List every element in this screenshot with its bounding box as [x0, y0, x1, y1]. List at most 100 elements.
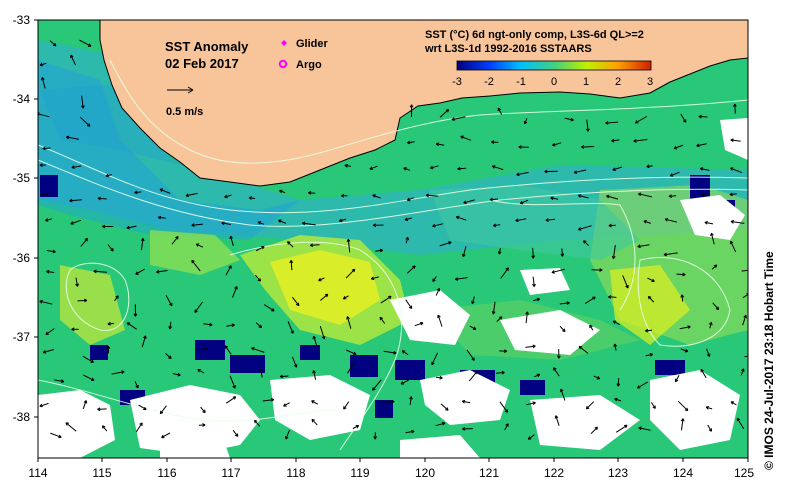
current-arrow — [221, 222, 231, 225]
plot-area — [38, 20, 748, 458]
current-arrow-head — [461, 399, 466, 404]
velocity-scale: 0.5 m/s — [166, 86, 203, 118]
current-arrow — [437, 314, 443, 327]
current-arrow — [744, 355, 748, 358]
current-arrow-head — [457, 166, 461, 171]
current-arrow — [504, 423, 509, 431]
current-arrow-head — [696, 143, 700, 148]
current-arrow-head — [271, 308, 275, 312]
current-arrow-head — [505, 423, 509, 427]
current-arrow-head — [393, 350, 397, 355]
current-arrow — [345, 268, 356, 279]
current-arrow-head — [69, 198, 73, 203]
current-arrow-head — [175, 236, 179, 240]
current-arrow-head — [730, 167, 734, 171]
current-arrow — [552, 142, 562, 146]
current-arrow — [200, 406, 206, 414]
current-arrow — [555, 415, 560, 426]
current-arrow-head — [704, 221, 708, 225]
current-arrow — [435, 288, 440, 296]
current-arrow-head — [308, 191, 312, 195]
current-arrow-head — [437, 314, 441, 319]
current-arrow — [612, 245, 616, 259]
current-arrow — [573, 169, 587, 174]
current-arrow — [383, 350, 397, 354]
current-arrow-head — [581, 145, 585, 149]
lon-label: 114 — [28, 466, 47, 480]
current-arrow-head — [606, 194, 610, 199]
current-arrow-head — [699, 167, 704, 171]
current-arrow — [650, 402, 656, 409]
current-arrow-head — [578, 345, 583, 350]
current-arrow-head — [536, 373, 541, 378]
current-arrow — [82, 400, 87, 410]
current-arrow — [742, 293, 748, 299]
current-arrow-head — [445, 109, 450, 113]
current-arrow-head — [429, 165, 434, 170]
current-arrow — [615, 424, 628, 433]
current-arrow — [65, 422, 77, 432]
current-arrow — [311, 400, 319, 405]
current-arrow — [637, 244, 650, 248]
current-arrow — [704, 221, 714, 225]
current-arrow-head — [612, 320, 617, 324]
current-arrow-head — [559, 388, 564, 392]
current-arrow-head — [65, 135, 70, 140]
current-arrow-head — [409, 104, 414, 108]
current-arrow — [673, 144, 684, 149]
current-arrow — [195, 243, 204, 248]
current-arrow-head — [287, 241, 291, 245]
current-arrow — [471, 296, 475, 304]
current-arrow-head — [491, 140, 495, 145]
current-arrow — [495, 371, 505, 374]
current-arrow-head — [194, 309, 198, 313]
current-arrow — [500, 267, 509, 279]
current-arrow-head — [460, 135, 464, 140]
current-arrow-head — [39, 62, 44, 67]
current-arrow-head — [573, 170, 578, 174]
current-arrow — [409, 396, 412, 405]
current-arrow — [559, 302, 570, 305]
current-arrow-head — [102, 224, 106, 229]
current-arrow — [263, 304, 275, 312]
current-arrow — [254, 419, 261, 427]
current-arrow — [700, 167, 710, 171]
current-arrow-head — [373, 436, 378, 440]
glider-label: Glider — [296, 38, 329, 50]
current-arrow — [638, 193, 653, 198]
current-arrow-head — [83, 400, 88, 404]
colorbar-tick: 2 — [615, 76, 621, 88]
scale-arrow-icon — [187, 86, 194, 94]
current-arrow — [729, 193, 737, 196]
current-arrow-head — [680, 418, 685, 422]
current-arrow — [320, 293, 329, 301]
current-arrow — [225, 396, 237, 404]
current-arrow-head — [372, 223, 377, 228]
imos-credit: © IMOS 24-Jul-2017 23:18 Hobart Time — [762, 251, 776, 470]
lon-label: 117 — [221, 466, 240, 480]
current-arrow — [617, 378, 620, 387]
current-arrow-head — [570, 117, 574, 122]
current-arrow-head — [439, 375, 443, 380]
current-arrow — [664, 218, 678, 223]
current-arrow — [456, 216, 467, 221]
current-arrow — [287, 321, 294, 334]
current-arrow — [46, 250, 56, 253]
current-arrow-head — [321, 336, 326, 340]
current-arrow-head — [625, 285, 629, 289]
current-arrow-head — [669, 173, 674, 177]
current-arrow-head — [585, 405, 590, 410]
current-arrow — [645, 353, 653, 357]
current-arrow — [586, 119, 589, 132]
current-arrow-head — [643, 220, 647, 224]
current-arrow-head — [257, 221, 262, 225]
current-arrow — [550, 197, 559, 200]
current-arrow-head — [599, 268, 603, 272]
current-arrow-head — [663, 252, 667, 257]
current-arrow-head — [551, 270, 555, 274]
current-arrow — [730, 221, 745, 224]
current-arrow-head — [248, 196, 253, 200]
current-arrow-head — [673, 145, 678, 150]
current-arrow-head — [84, 237, 89, 242]
current-arrow — [310, 244, 320, 246]
